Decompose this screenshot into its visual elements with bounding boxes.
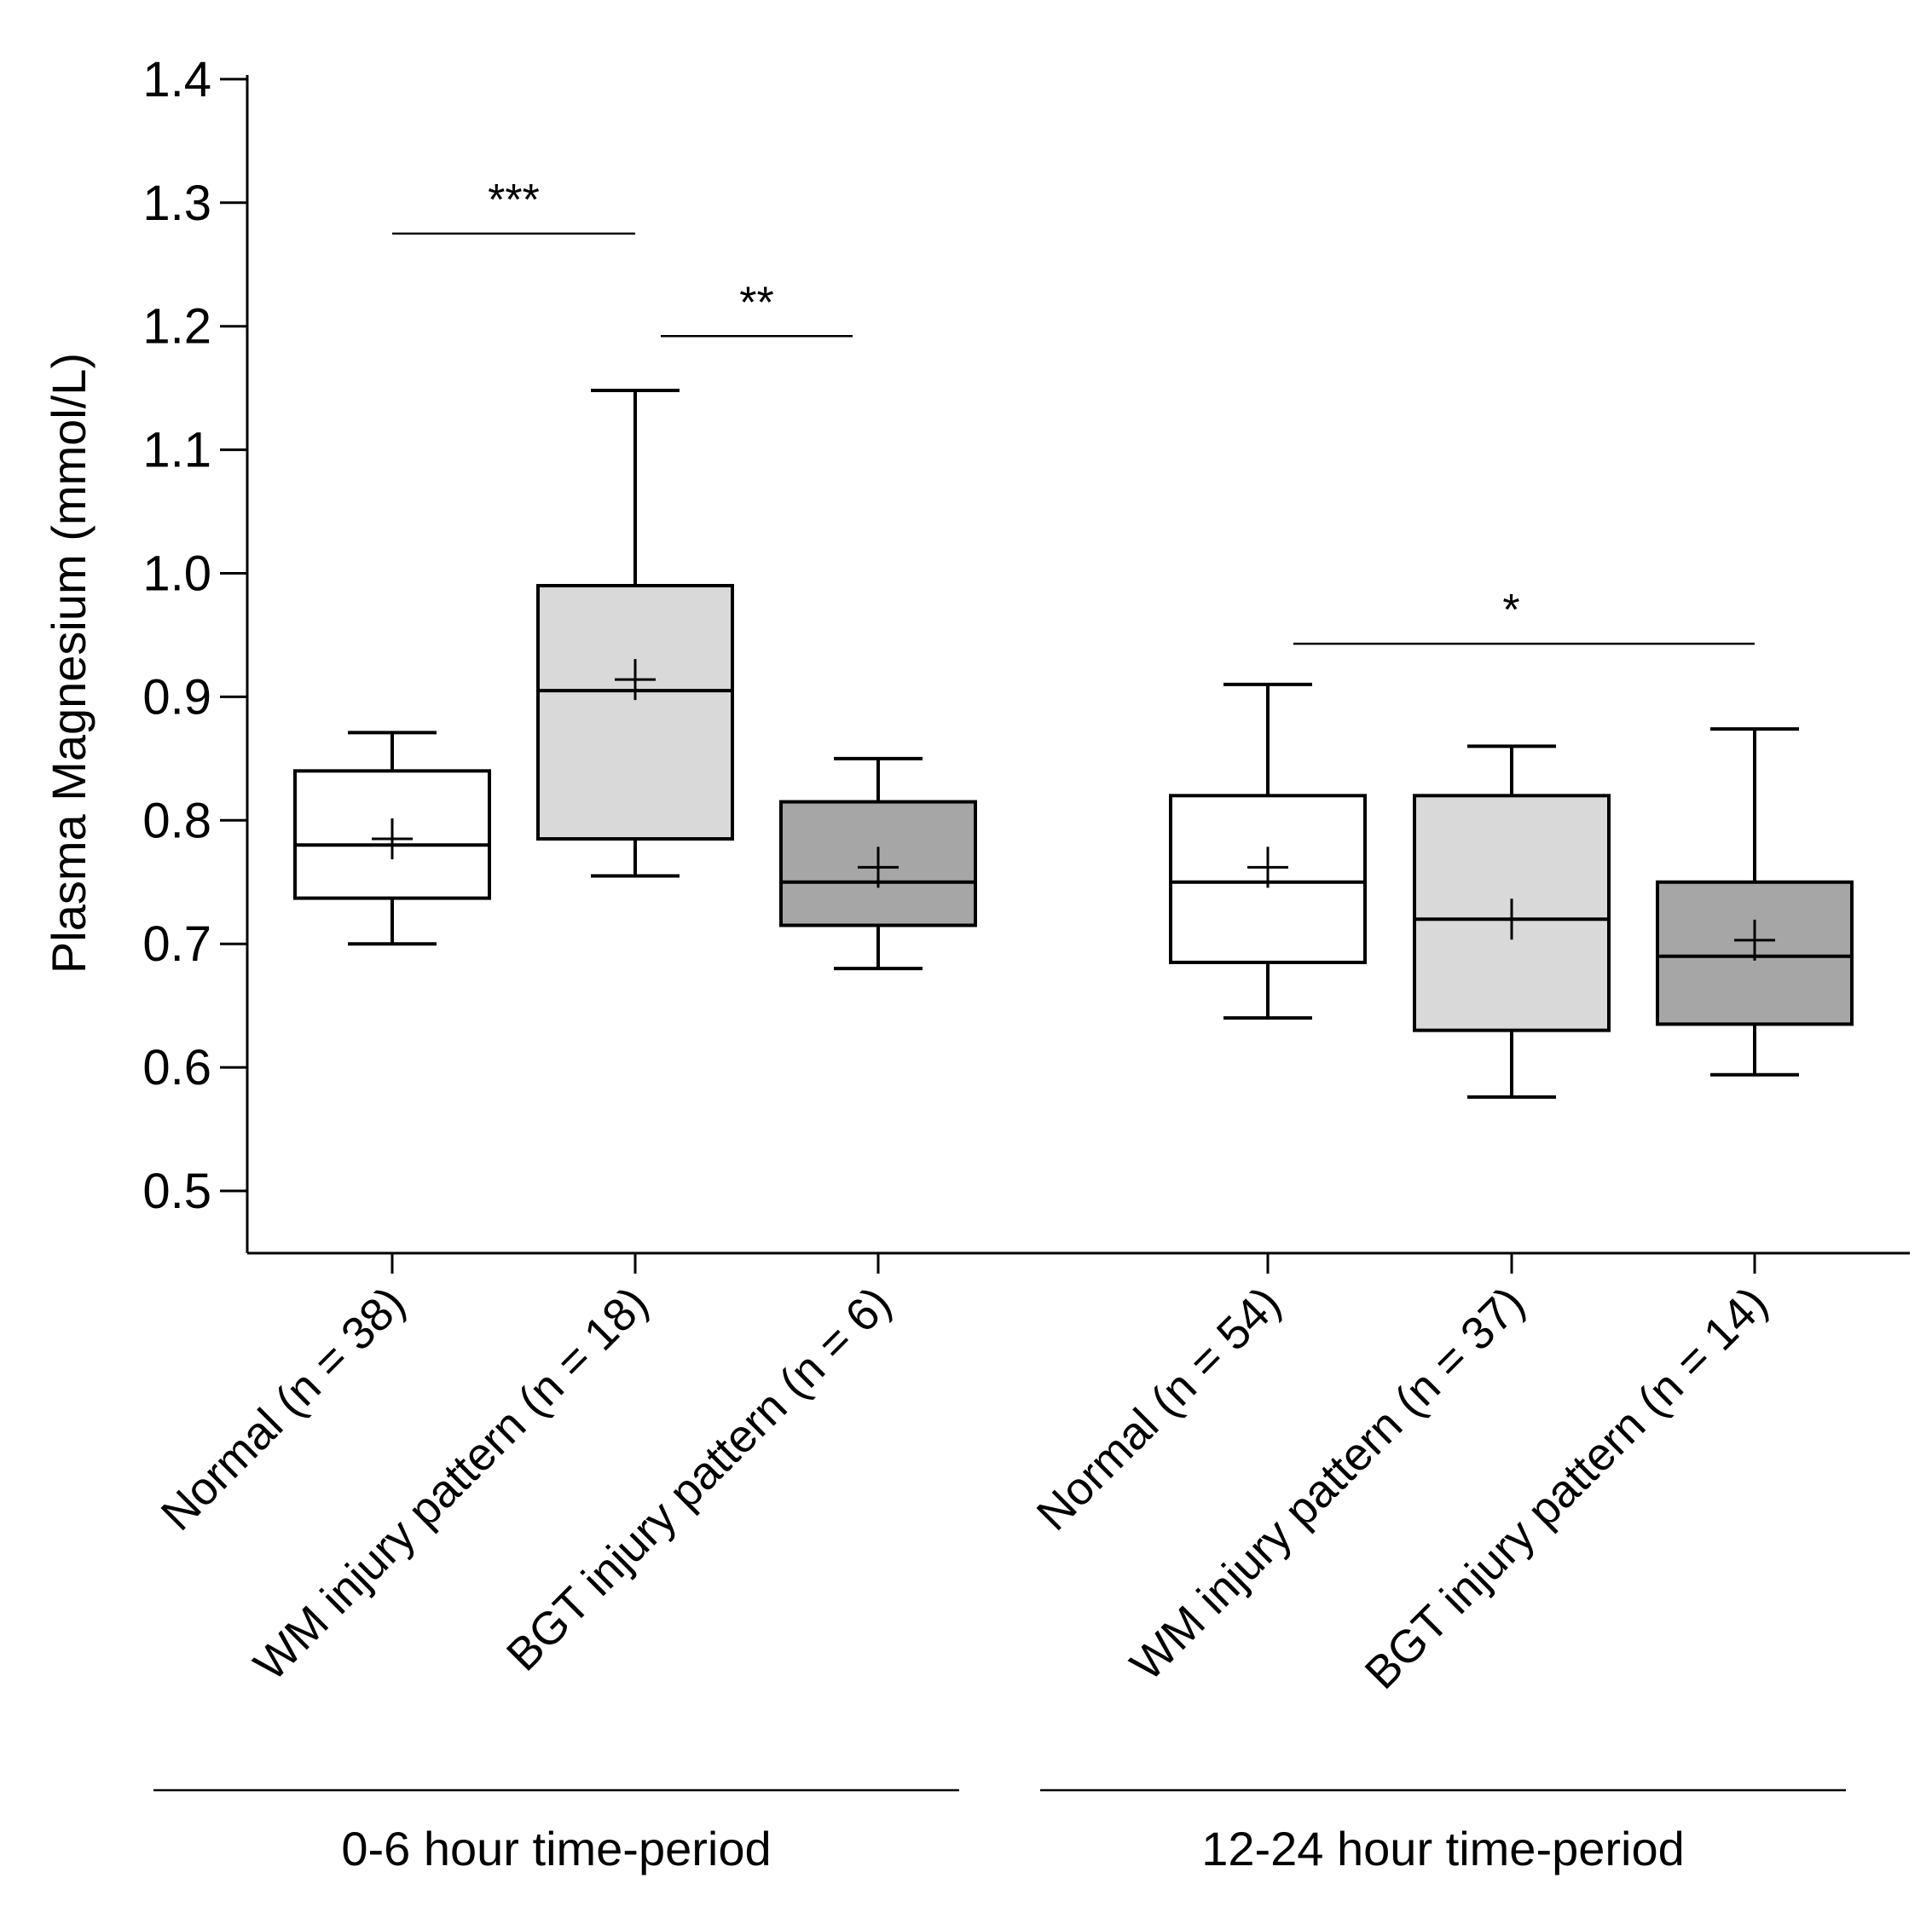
group-label: 12-24 hour time-period: [1201, 1822, 1685, 1875]
y-axis: 0.5 0.6 0.7 0.8 0.9 1.0 1.1 1.2 1.3 1.4: [142, 52, 249, 1253]
x-tick-label: WM injury pattern (n = 18): [245, 1277, 658, 1690]
y-tick-label: 0.7: [142, 916, 211, 972]
group-label: 0-6 hour time-period: [341, 1822, 771, 1875]
box-group: [293, 731, 491, 946]
y-tick-label: 1.2: [142, 299, 211, 355]
y-tick-label: 0.8: [142, 793, 211, 848]
y-tick-label: 1.0: [142, 546, 211, 602]
y-tick-label: 1.1: [142, 423, 211, 478]
y-tick-label: 1.3: [142, 176, 211, 231]
y-tick-label: 0.5: [142, 1164, 211, 1219]
box-group: [536, 389, 734, 878]
y-tick-label: 0.9: [142, 669, 211, 725]
box-group: [1656, 727, 1854, 1077]
x-axis: Normal (n = 38)WM injury pattern (n = 18…: [152, 1251, 1910, 1699]
significance-annotations: ******: [392, 176, 1755, 645]
x-tick-label: BGT injury pattern (n = 14): [1356, 1277, 1778, 1699]
x-tick-label: WM injury pattern (n = 37): [1121, 1277, 1535, 1690]
y-tick-label: 0.6: [142, 1040, 211, 1095]
y-tick-label: 1.4: [142, 52, 211, 107]
x-tick-label: Normal (n = 38): [152, 1277, 415, 1540]
significance-marker: ***: [488, 176, 540, 225]
box-group: [1169, 682, 1367, 1020]
box-group: [779, 756, 977, 971]
significance-marker: *: [1502, 586, 1519, 635]
box-group: [1413, 744, 1611, 1099]
significance-marker: **: [739, 278, 773, 327]
group-labels: 0-6 hour time-period 12-24 hour time-peri…: [153, 1789, 1846, 1875]
y-axis-label: Plasma Magnesium (mmol/L): [42, 353, 95, 974]
box-iqr: [536, 583, 734, 841]
x-tick-label: BGT injury pattern (n = 6): [497, 1277, 901, 1681]
box-series: [293, 389, 1854, 1099]
x-tick-label: Normal (n = 54): [1027, 1277, 1291, 1540]
